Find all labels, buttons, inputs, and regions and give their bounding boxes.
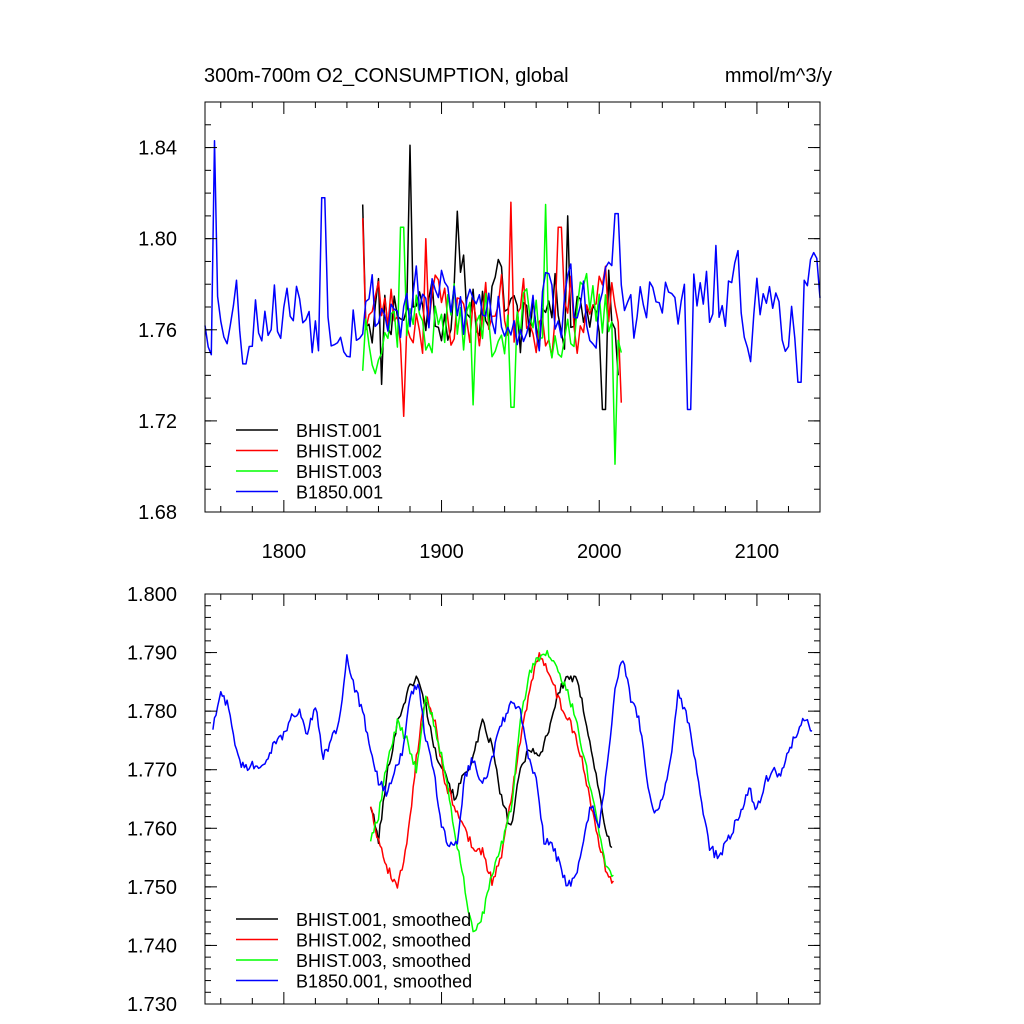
legend-label: BHIST.001, smoothed xyxy=(296,910,471,930)
y-tick-label: 1.760 xyxy=(127,818,177,840)
bottom-panel-frame xyxy=(204,593,821,1005)
series-line-1-4 xyxy=(204,139,821,411)
y-tick-label: 1.780 xyxy=(127,701,177,723)
legend-label: B1850.001 xyxy=(296,483,383,503)
y-tick-label: 1.770 xyxy=(127,760,177,782)
x-tick-label: 1800 xyxy=(262,541,307,563)
y-tick-label: 1.80 xyxy=(138,229,177,251)
y-tick-label: 1.790 xyxy=(127,643,177,665)
y-tick-label: 1.730 xyxy=(127,994,177,1016)
top-panel-series xyxy=(204,139,821,465)
y-tick-label: 1.750 xyxy=(127,877,177,899)
legend-label: BHIST.002 xyxy=(296,442,382,462)
y-tick-label: 1.84 xyxy=(138,138,177,160)
y-tick-label: 1.68 xyxy=(138,502,177,524)
series-line-1-2 xyxy=(361,201,623,418)
bottom-panel: 1.730 1.740 1.750 1.760 1.770 1.780 1.790 1.800… xyxy=(127,584,821,1016)
legend-label: BHIST.003 xyxy=(296,462,382,482)
legend-label: BHIST.001 xyxy=(296,421,382,441)
top-panel-ticks: 1800 1900 2000 2100 1.68 1.72 1.76 1.80 1.84 xyxy=(138,101,821,563)
series-line-2-3 xyxy=(369,649,614,933)
bottom-panel-ticks: 1.730 1.740 1.750 1.760 1.770 1.780 1.790 1.800 xyxy=(127,584,821,1016)
legend-label: B1850.001, smoothed xyxy=(296,972,472,992)
series-line-2-2 xyxy=(369,652,615,889)
series-line-2-1 xyxy=(369,675,613,849)
y-tick-label: 1.740 xyxy=(127,935,177,957)
top-panel-units: mmol/m^3/y xyxy=(725,65,832,87)
y-tick-label: 1.72 xyxy=(138,411,177,433)
legend-label: BHIST.003, smoothed xyxy=(296,951,471,971)
bottom-panel-series xyxy=(212,649,813,933)
top-panel: 300m-700m O2_CONSUMPTION, global mmol/m^… xyxy=(138,65,832,563)
legend-label: BHIST.002, smoothed xyxy=(296,931,471,951)
y-tick-label: 1.800 xyxy=(127,584,177,606)
y-tick-label: 1.76 xyxy=(138,320,177,342)
x-tick-label: 2100 xyxy=(735,541,780,563)
series-line-2-4 xyxy=(212,654,813,887)
top-panel-title: 300m-700m O2_CONSUMPTION, global xyxy=(204,65,569,87)
x-tick-label: 2000 xyxy=(577,541,622,563)
x-tick-label: 1900 xyxy=(419,541,464,563)
